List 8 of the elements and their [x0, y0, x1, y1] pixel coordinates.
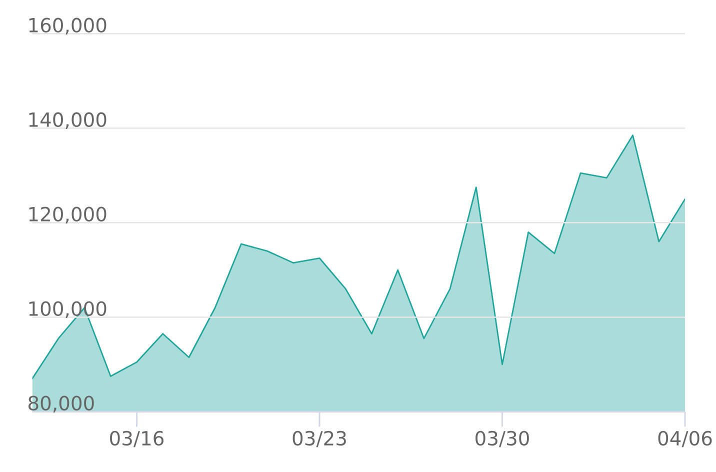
y-tick-label: 140,000 [29, 112, 106, 129]
y-tick-label: 100,000 [29, 301, 106, 318]
y-tick-label: 120,000 [29, 206, 106, 224]
x-tick-label: 03/30 [476, 430, 529, 448]
x-tick-label: 03/23 [292, 430, 346, 448]
x-tick-label: 03/16 [110, 430, 164, 448]
x-tick-label: 04/06 [658, 430, 712, 448]
y-tick-label: 160,000 [29, 18, 106, 34]
